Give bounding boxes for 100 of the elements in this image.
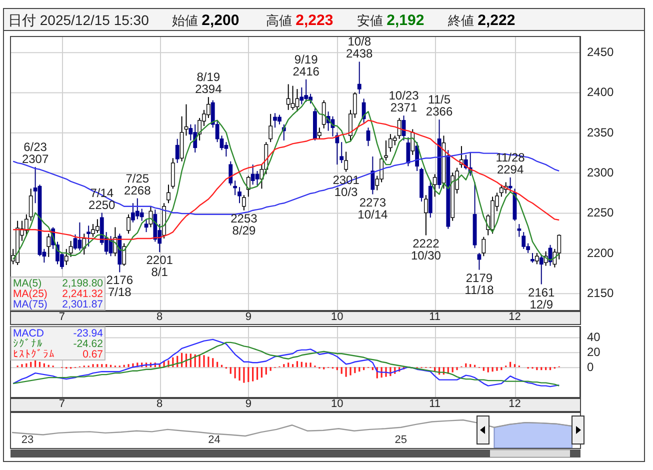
candlestick (366, 127, 370, 147)
x-tick-label: 25 (394, 434, 408, 446)
candlestick (206, 96, 210, 118)
candlestick (300, 86, 304, 105)
y-tick-label: 20 (587, 345, 601, 359)
candlestick (530, 252, 534, 264)
candlestick (534, 252, 539, 265)
candlestick (28, 188, 33, 222)
x-tick-label: 9 (245, 398, 252, 410)
candlestick (290, 85, 295, 110)
text: MACD -23.94 (13, 328, 103, 340)
annotation: 2273 10/14 (358, 195, 388, 222)
candlestick (144, 218, 148, 233)
candlestick (86, 225, 91, 248)
annotation: 11/28 2294 (496, 150, 526, 176)
candlestick (432, 174, 437, 198)
candlestick (357, 61, 362, 94)
y-tick-label: 2400 (587, 85, 614, 100)
candlestick (140, 208, 144, 222)
candlestick (477, 252, 482, 270)
candlestick (482, 236, 486, 257)
candlestick (344, 151, 348, 172)
candlestick (228, 160, 233, 186)
text: MA(25) 2,241.32 (13, 288, 103, 300)
y-tick-label: 0 (587, 360, 594, 374)
annotation: 9/19 2416 (292, 52, 320, 78)
candlestick (68, 240, 73, 258)
annotation: 10/8 2438 (346, 34, 374, 61)
candlestick (46, 233, 51, 258)
x-tick-label: 8 (156, 398, 163, 410)
candlestick (370, 156, 375, 195)
x-tick-label: 10 (331, 310, 344, 323)
y-tick-label: 2350 (587, 125, 614, 140)
annotation: 11/5 2366 (426, 92, 453, 119)
candlestick (64, 248, 68, 266)
annotation: 10/23 2371 (388, 88, 420, 115)
candlestick (384, 140, 388, 162)
x-tick-label: 7 (58, 398, 65, 410)
candlestick (539, 254, 544, 285)
candlestick (522, 232, 526, 250)
y-tick-label: 2300 (587, 165, 614, 180)
y-tick-label: 2150 (587, 286, 614, 300)
candlestick (250, 164, 255, 186)
candlestick (286, 84, 290, 110)
candlestick (175, 138, 180, 164)
text: MA(5) 2,198.80 (13, 278, 103, 290)
candlestick (246, 175, 250, 198)
candlestick (517, 224, 522, 238)
x-tick-label: 9 (245, 310, 252, 323)
candlestick (24, 214, 28, 237)
candlestick (362, 98, 366, 124)
y-tick-label: 2250 (587, 206, 614, 220)
x-tick-label: 8 (156, 310, 163, 323)
x-tick-label: 23 (21, 434, 34, 446)
annotation: 2179 11/18 (464, 270, 494, 297)
candlestick (508, 176, 512, 192)
candlestick (166, 184, 170, 204)
candlestick (397, 117, 402, 140)
candlestick (410, 128, 415, 156)
annotation: 2253 8/29 (230, 211, 258, 238)
candlestick (415, 142, 420, 172)
candlestick (238, 186, 242, 204)
annotation: 6/23 2307 (22, 140, 49, 166)
x-tick-label: 24 (208, 434, 220, 446)
chart-title: 日付 2025/12/15 15:30 (8, 12, 150, 28)
text: ﾋｽﾄｸﾞﾗﾑ 0.67 (13, 348, 103, 360)
candlestick (78, 222, 82, 252)
annotation: 2201 8/1 (146, 253, 174, 280)
annotation: 2222 10/30 (410, 236, 442, 262)
candlestick (322, 100, 326, 129)
x-tick-label: 7 (58, 310, 65, 323)
text: 終値 2,222 (447, 12, 516, 29)
x-tick-label: 11 (429, 310, 441, 323)
text: 始値 2,200 (172, 12, 240, 29)
y-tick-label: 40 (587, 330, 601, 344)
annotation: 2176 7/18 (106, 273, 134, 300)
candlestick (170, 158, 175, 190)
text: ｼｸﾞﾅﾙ -24.62 (13, 338, 103, 350)
x-tick-label: 11 (429, 398, 441, 410)
candlestick (255, 170, 260, 186)
candlestick (424, 194, 428, 236)
annotation: 2161 12/9 (528, 285, 556, 312)
y-tick-label: 2200 (587, 246, 614, 260)
candlestick (73, 234, 78, 250)
candlestick (392, 135, 397, 146)
candlestick (198, 117, 202, 141)
text: 高値 2,223 (266, 12, 334, 29)
candlestick (268, 113, 273, 143)
text: MA(75) 2,301.87 (13, 298, 103, 310)
candlestick (242, 194, 246, 211)
candlestick (317, 127, 322, 140)
candlestick (126, 214, 130, 234)
candlestick (340, 142, 344, 164)
annotation: 8/19 2394 (195, 70, 222, 96)
x-tick-label: 12 (508, 398, 521, 410)
candlestick (233, 180, 238, 196)
text: 安値 2,192 (357, 12, 424, 29)
y-tick-label: 2450 (587, 44, 614, 59)
x-tick-label: 12 (508, 310, 521, 323)
x-tick-label: 10 (331, 398, 344, 410)
